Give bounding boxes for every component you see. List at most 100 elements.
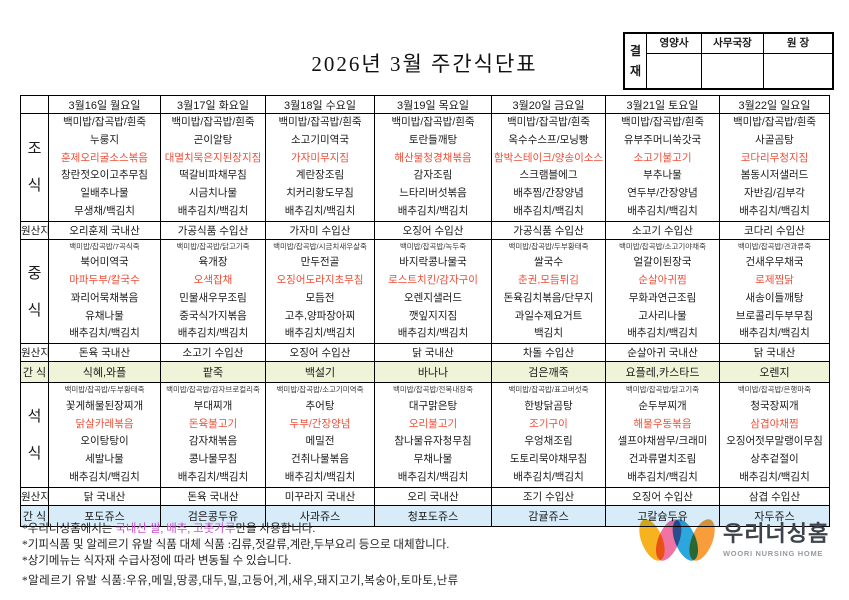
note-suffix: 만을 사용합니다. <box>235 523 316 535</box>
menu-item: 추어탕 <box>305 399 335 412</box>
meal-cell: 백미밥/잡곡밥/표고버섯죽 한방닭곰탕 조기구이 우엉채조림 도토리묵야채무침 배추김치/… <box>491 382 606 488</box>
menu-item: 세발나물 <box>85 453 124 466</box>
menu-item-main-dish: 오징어도라지초무침 <box>276 274 364 287</box>
origin-cell: 돈육 국내산 <box>160 486 266 506</box>
approval-box: 결재 영양사 사무국장 원 장 <box>623 32 834 90</box>
day-header: 3월20일 금요일 <box>491 95 606 114</box>
approval-sign-nutritionist <box>647 54 702 88</box>
snack-cell: 사과쥬스 <box>265 504 375 527</box>
menu-rice-line: 백미밥/잡곡밥/7곡식죽 <box>69 241 140 251</box>
menu-item: 계란장조림 <box>295 169 345 182</box>
row-snack-day: 간 식 식혜,와플 팥죽 백설기 바나나 검은깨죽 요플레,카스타드 오렌지 <box>20 361 830 384</box>
menu-rice-line: 백미밥/잡곡밥/두부황태죽 <box>64 385 145 395</box>
menu-item: 배추김치/백김치 <box>69 470 140 483</box>
menu-item: 배추찜/간장양념 <box>513 187 584 200</box>
menu-item: 배추김치/백김치 <box>177 204 249 217</box>
menu-rice-line: 백미밥/잡곡밥/견과류죽 <box>737 241 812 251</box>
snack-cell: 포도쥬스 <box>48 504 161 527</box>
origin-cell: 오징어 수입산 <box>374 220 492 240</box>
approval-col-director: 원 장 <box>786 37 810 49</box>
snack-cell: 오렌지 <box>719 361 830 384</box>
menu-item-main-dish: 함박스테이크/양송이소스 <box>493 151 604 164</box>
row-origin-dinner: 원산지 닭 국내산 돈육 국내산 미꾸라지 국내산 오리 국내산 조기 수입산 오징어 수입… <box>20 486 830 506</box>
menu-item-main-dish: 해물우동볶음 <box>633 417 692 430</box>
menu-item: 꽃게해물된장찌개 <box>65 399 144 412</box>
menu-item: 대구맑은탕 <box>408 399 458 412</box>
menu-item: 배추김치/백김치 <box>397 204 469 217</box>
menu-item: 감자채볶음 <box>188 435 238 448</box>
menu-item: 배추김치/백김치 <box>739 204 810 217</box>
origin-cell: 오리 국내산 <box>374 486 492 506</box>
menu-item: 참나물유자청무침 <box>394 435 472 448</box>
menu-rice-line: 백미밥/잡곡밥/감자브로컬리죽 <box>166 385 260 395</box>
menu-item: 오렌지샐러드 <box>404 291 462 304</box>
day-header: 3월17일 화요일 <box>160 95 266 114</box>
menu-item: 순두부찌개 <box>638 399 687 412</box>
menu-item: 깻잎지지짐 <box>408 309 458 322</box>
menu-item: 소고기미역국 <box>291 133 349 146</box>
menu-item: 창란젓오이고추무침 <box>61 169 148 182</box>
menu-item: 치커리황도무침 <box>286 187 354 200</box>
menu-item: 백김치 <box>534 327 563 340</box>
menu-item: 무생채/백김치 <box>74 204 135 217</box>
row-snack-evening: 간 식 포도쥬스 검은콩두유 사과쥬스 청포도쥬스 감귤쥬스 고칼슘두유 자두쥬스 <box>20 504 830 527</box>
menu-table: 3월16일 월요일 3월17일 화요일 3월18일 수요일 3월19일 목요일 3월20… <box>20 95 830 527</box>
section-label-char: 식 <box>27 445 42 462</box>
menu-item: 청국장찌개 <box>750 399 799 412</box>
menu-item-main-dish: 순살아귀찜 <box>638 274 687 287</box>
woori-logo-icon <box>639 519 715 561</box>
menu-item: 모듬전 <box>305 291 335 304</box>
approval-header-row: 영양사 사무국장 원 장 <box>647 34 832 54</box>
meal-cell: 백미밥/잡곡밥/감자브로컬리죽 부대찌개 돈육불고기 감자채볶음 콩나물무침 배추김치/백… <box>160 382 266 488</box>
menu-item: 배추김치/백김치 <box>284 204 356 217</box>
origin-cell: 닭 국내산 <box>374 343 492 363</box>
meal-cell: 백미밥/잡곡밥/흰죽 곤이알탕 대멸치묵은지된장지짐 떡갈비파채무침 시금치나물 배추김치… <box>160 113 266 222</box>
menu-item: 백미밥/잡곡밥/흰죽 <box>391 116 475 128</box>
menu-item: 부대찌개 <box>193 399 233 412</box>
menu-item: 배추김치/백김치 <box>177 327 249 340</box>
meal-cell: 백미밥/잡곡밥/흰죽 소고기미역국 가자미무지짐 계란장조림 치커리황도무침 배추김치/백… <box>265 113 375 222</box>
menu-item: 누룽지 <box>90 133 119 146</box>
menu-item: 무채나물 <box>413 453 453 466</box>
day-header-row: 3월16일 월요일 3월17일 화요일 3월18일 수요일 3월19일 목요일 3월20… <box>20 95 830 114</box>
menu-item: 유채나물 <box>85 309 124 322</box>
menu-item: 메밀전 <box>305 435 335 448</box>
snack-cell: 검은깨죽 <box>491 361 606 384</box>
origin-cell: 오징어 수입산 <box>605 486 720 506</box>
menu-item: 셀프야채쌈무/크래미 <box>617 435 708 448</box>
menu-item-main-dish: 로제찜닭 <box>755 274 794 287</box>
note-menu-change: *상기메뉴는 식자재 수급사정에 따라 변동될 수 있습니다. <box>22 555 292 567</box>
origin-cell: 코다리 수입산 <box>719 220 830 240</box>
menu-item-main-dish: 코다리무청지짐 <box>740 151 809 164</box>
menu-rice-line: 백미밥/잡곡밥/시금치새우살죽 <box>273 241 367 251</box>
meal-cell: 백미밥/잡곡밥/닭고기죽 육개장 오색잡채 민물새우무조림 중국식가지볶음 배추김치/백김… <box>160 238 266 345</box>
menu-item: 쌀국수 <box>534 256 563 269</box>
origin-cell: 가자미 수입산 <box>265 220 375 240</box>
menu-item-main-dish: 두부/간장양념 <box>289 417 351 430</box>
menu-rice-line: 백미밥/잡곡밥/소고기야채죽 <box>619 241 706 251</box>
menu-item: 봄동시저샐러드 <box>740 169 809 182</box>
menu-rice-line: 백미밥/잡곡밥/은행마죽 <box>737 385 812 395</box>
woori-logo-text: 우리너싱홈 WOORI NURSING HOME <box>723 521 829 558</box>
approval-col-nutritionist: 영양사 <box>647 34 702 53</box>
menu-item: 느타리버섯볶음 <box>399 187 467 200</box>
menu-item: 북어미역국 <box>80 256 129 269</box>
menu-item-main-dish: 오리불고기 <box>408 417 458 430</box>
menu-item: 건취나물볶음 <box>291 453 349 466</box>
menu-rice-line: 백미밥/잡곡밥/전복내장죽 <box>392 385 474 395</box>
note-prefix: *우리너싱홈에서는 <box>22 523 116 535</box>
meal-cell: 백미밥/잡곡밥/녹두죽 바지락콩나물국 로스트치킨/감자구이 오렌지샐러드 깻잎지지짐 배… <box>374 238 492 345</box>
meal-cell: 백미밥/잡곡밥/흰죽 누룽지 훈제오리굴소스볶음 창란젓오이고추무침 일배추나물 무생채/… <box>48 113 161 222</box>
menu-item: 콩나물무침 <box>188 453 238 466</box>
snack-cell: 고칼슘두유 <box>605 504 720 527</box>
origin-cell: 조기 수입산 <box>491 486 606 506</box>
menu-rice-line: 백미밥/잡곡밥/녹두죽 <box>399 241 467 251</box>
origin-cell: 닭 국내산 <box>48 486 161 506</box>
snack-cell: 백설기 <box>265 361 375 384</box>
section-label-origin-dinner: 원산지 <box>20 486 49 506</box>
menu-item: 도토리묵야채무침 <box>509 453 588 466</box>
menu-item: 배추김치/백김치 <box>739 470 810 483</box>
menu-item: 꽈리어묵채볶음 <box>70 291 139 304</box>
snack-cell: 검은콩두유 <box>160 504 266 527</box>
